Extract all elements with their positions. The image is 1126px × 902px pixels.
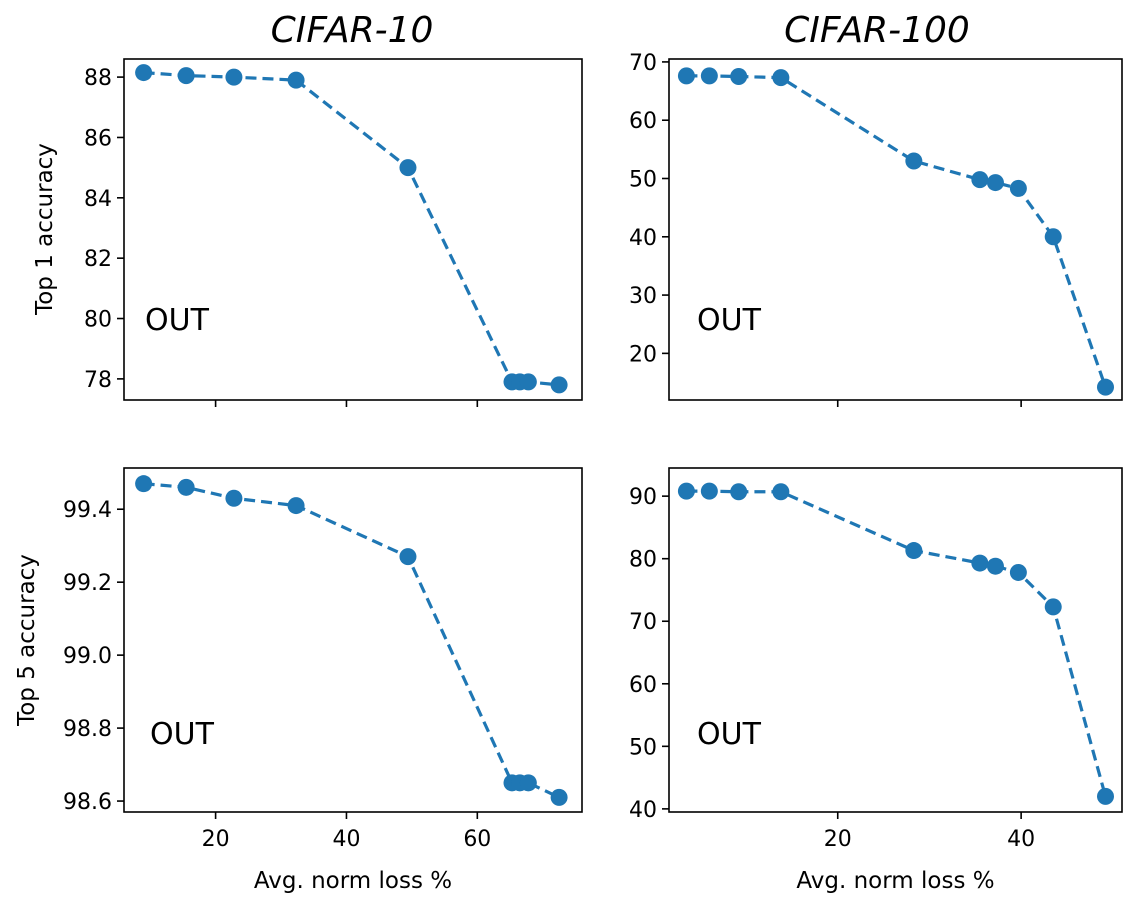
y-tick-label: 98.6 — [63, 790, 112, 815]
data-point — [519, 373, 537, 391]
y-tick-label: 99.4 — [63, 498, 112, 523]
y-tick-label: 98.8 — [63, 717, 112, 742]
data-point — [550, 788, 568, 806]
y-tick-label: 90 — [629, 485, 657, 510]
y-tick-label: 80 — [629, 548, 657, 573]
data-point — [1096, 787, 1114, 805]
y-tick-label: 20 — [629, 342, 657, 367]
x-tick-label: 40 — [1007, 827, 1035, 852]
data-point — [700, 67, 718, 85]
y-tick-label: 99.2 — [63, 571, 112, 596]
plot-frame — [668, 58, 1123, 401]
y-tick-label: 60 — [629, 109, 657, 134]
y-tick-label: 50 — [629, 167, 657, 192]
y-tick-label: 88 — [84, 66, 112, 91]
y-tick-label: 70 — [629, 51, 657, 76]
y-tick-label: 86 — [84, 126, 112, 151]
y-tick-label: 40 — [629, 798, 657, 823]
data-point — [287, 497, 305, 515]
data-point — [700, 482, 718, 500]
series-line — [686, 74, 1108, 388]
data-point — [772, 483, 790, 501]
y-tick-label: 99.0 — [63, 644, 112, 669]
y-tick-label: 84 — [84, 187, 112, 212]
y-tick-label: 80 — [84, 308, 112, 333]
data-point — [287, 71, 305, 89]
y-tick-label: 40 — [629, 226, 657, 251]
y-axis-label: Top 1 accuracy — [32, 143, 58, 316]
series-line — [686, 489, 1108, 797]
data-point — [519, 774, 537, 792]
series-line — [143, 70, 560, 387]
data-point — [135, 64, 153, 82]
x-axis-label: Avg. norm loss % — [796, 868, 994, 894]
y-axis-label: Top 5 accuracy — [14, 554, 40, 727]
y-tick-label: 60 — [629, 673, 657, 698]
data-point — [135, 475, 153, 493]
data-point — [986, 174, 1004, 192]
data-point — [177, 67, 195, 85]
data-point — [1009, 179, 1027, 197]
data-point — [1044, 228, 1062, 246]
column-title-cifar10: CIFAR-10 — [271, 10, 434, 51]
data-point — [677, 482, 695, 500]
data-point — [177, 478, 195, 496]
out-annotation: OUT — [697, 303, 762, 338]
plot-frame — [668, 467, 1123, 813]
data-point — [971, 554, 989, 572]
y-tick-label: 70 — [629, 610, 657, 635]
data-point — [550, 376, 568, 394]
chart-panels: 78 80 82 84 86 88 Top 1 accuracy OUT 20 30 40 50 60 7… — [14, 51, 1123, 894]
data-point — [677, 67, 695, 85]
data-point — [1096, 378, 1114, 396]
y-tick-label: 30 — [629, 284, 657, 309]
x-tick-label: 40 — [332, 827, 360, 852]
data-point — [730, 67, 748, 85]
data-point — [905, 542, 923, 560]
plot-frame — [123, 58, 583, 401]
data-point — [772, 69, 790, 87]
panel-bottom-left: 98.6 98.8 99.0 99.2 99.4 20 40 60 Top 5 accuracy… — [14, 467, 583, 894]
out-annotation: OUT — [150, 717, 215, 752]
column-title-cifar100: CIFAR-100 — [784, 10, 970, 51]
plot-frame — [123, 467, 583, 813]
data-point — [1044, 598, 1062, 616]
data-point — [225, 489, 243, 507]
data-point — [399, 548, 417, 566]
data-point — [1009, 563, 1027, 581]
y-tick-label: 82 — [84, 247, 112, 272]
data-point — [986, 557, 1004, 575]
x-tick-label: 60 — [463, 827, 491, 852]
x-tick-label: 20 — [202, 827, 230, 852]
panel-bottom-right: 40 50 60 70 80 90 20 40 Avg. norm loss % OUT — [629, 467, 1123, 894]
out-annotation: OUT — [145, 303, 210, 338]
data-point — [730, 483, 748, 501]
y-tick-label: 78 — [84, 368, 112, 393]
data-point — [225, 68, 243, 86]
x-tick-label: 20 — [824, 827, 852, 852]
y-tick-label: 50 — [629, 735, 657, 760]
data-point — [971, 171, 989, 189]
x-axis-label: Avg. norm loss % — [254, 868, 452, 894]
panel-top-right: 20 30 40 50 60 70 OUT — [629, 51, 1123, 407]
panel-top-left: 78 80 82 84 86 88 Top 1 accuracy OUT — [32, 58, 583, 407]
data-point — [905, 152, 923, 170]
out-annotation: OUT — [697, 717, 762, 752]
data-point — [399, 159, 417, 177]
